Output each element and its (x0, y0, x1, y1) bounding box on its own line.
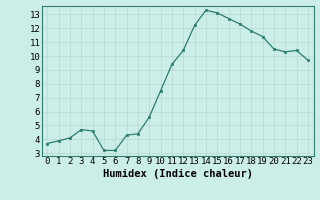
X-axis label: Humidex (Indice chaleur): Humidex (Indice chaleur) (103, 169, 252, 179)
